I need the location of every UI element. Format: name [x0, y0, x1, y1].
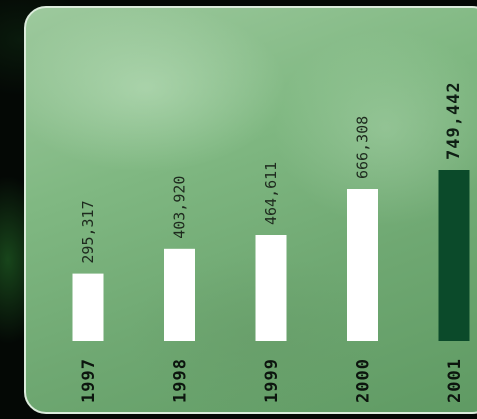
- value-label-1999: 464,611: [262, 162, 280, 225]
- category-label-1999: 1999: [262, 358, 282, 403]
- value-label-2001: 749,442: [444, 81, 464, 160]
- value-label-1998: 403,920: [171, 176, 189, 239]
- category-label-1998: 1998: [171, 358, 191, 403]
- value-label-1997: 295,317: [79, 200, 97, 263]
- bar-1997: [72, 273, 104, 341]
- chart-panel: [24, 6, 477, 414]
- bar-2001: [438, 170, 470, 341]
- bar-2000: [347, 189, 378, 341]
- category-label-2001: 2001: [445, 358, 465, 403]
- bar-1999: [255, 235, 287, 341]
- value-label-2000: 666,308: [354, 116, 372, 179]
- bar-1998: [164, 248, 195, 341]
- category-label-1997: 1997: [79, 358, 99, 403]
- category-label-2000: 2000: [354, 358, 374, 403]
